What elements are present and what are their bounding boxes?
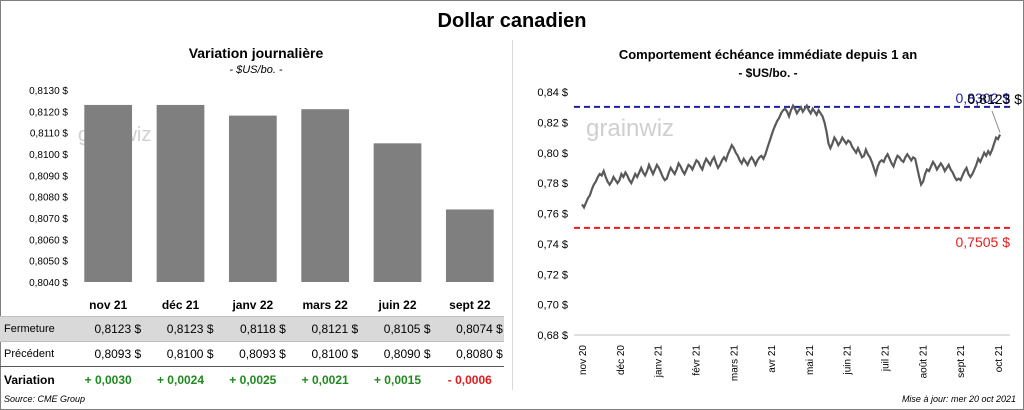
page-title: Dollar canadien bbox=[437, 10, 587, 32]
table-cell: 0,8100 $ bbox=[311, 347, 359, 361]
y-tick-label: 0,8120 $ bbox=[29, 107, 68, 118]
table-cell: 0,8080 $ bbox=[456, 347, 503, 361]
bar bbox=[301, 109, 350, 282]
x-tick-label: déc 21 bbox=[162, 298, 200, 312]
line-chart: grainwiz 0,68 $ 0,70 $ 0,72 $ 0,74 $ 0,76 $ 0,… bbox=[537, 87, 1023, 382]
table-row-precedent: Précédent 0,8093 $ 0,8100 $ 0,8093 $ 0,8100… bbox=[0, 342, 504, 367]
y-tick-label: 0,70 $ bbox=[537, 300, 568, 312]
x-tick-label: sept 22 bbox=[449, 298, 491, 312]
y-tick-label: 0,84 $ bbox=[537, 87, 568, 99]
y-tick-label: 0,82 $ bbox=[537, 117, 568, 129]
bar bbox=[445, 209, 494, 282]
x-tick-label: sept 21 bbox=[956, 345, 967, 378]
table-cell: 0,8105 $ bbox=[383, 322, 431, 336]
x-tick-label: avr 21 bbox=[767, 345, 778, 373]
right-chart-unit: - $US/bo. - bbox=[738, 66, 798, 80]
table-cell: 0,8118 $ bbox=[240, 322, 286, 336]
y-tick-label: 0,8060 $ bbox=[29, 235, 68, 246]
table-cell: + 0,0015 bbox=[373, 373, 422, 387]
x-tick-label: mars 21 bbox=[729, 345, 740, 382]
row-label: Variation bbox=[4, 373, 55, 387]
right-chart-title: Comportement échéance immédiate depuis 1… bbox=[618, 47, 918, 62]
panel-divider bbox=[512, 40, 513, 390]
watermark: grainwiz bbox=[586, 115, 674, 142]
y-tick-label: 0,8080 $ bbox=[29, 193, 68, 204]
update-note: Mise à jour: mer 20 oct 2021 bbox=[901, 394, 1016, 404]
table-cell: 0,8121 $ bbox=[311, 322, 359, 336]
y-tick-label: 0,80 $ bbox=[537, 148, 568, 160]
table-cell: 0,8123 $ bbox=[94, 322, 142, 336]
callout-leader bbox=[991, 110, 1001, 133]
table-cell: + 0,0024 bbox=[156, 373, 205, 387]
x-tick-label: nov 20 bbox=[578, 345, 589, 375]
table-cell: 0,8100 $ bbox=[166, 347, 214, 361]
table-row-variation: Variation + 0,0030 + 0,0024 + 0,0025 + 0,00… bbox=[0, 368, 504, 392]
row-label: Fermeture bbox=[4, 323, 55, 335]
left-chart-unit: - $US/bo. - bbox=[229, 64, 283, 76]
last-value-label: 0,8123 $ bbox=[968, 91, 1023, 107]
y-tick-label: 0,72 $ bbox=[537, 269, 568, 281]
table-cell: - 0,0006 bbox=[447, 373, 492, 387]
table-cell: + 0,0021 bbox=[301, 373, 349, 387]
bar bbox=[84, 104, 133, 282]
table-row-fermeture: Fermeture 0,8123 $ 0,8123 $ 0,8118 $ 0,8121… bbox=[0, 316, 504, 342]
bar bbox=[156, 104, 205, 282]
y-tick-label: 0,8090 $ bbox=[29, 171, 68, 182]
row-label: Précédent bbox=[4, 348, 55, 360]
y-tick-label: 0,78 $ bbox=[537, 178, 568, 190]
x-tick-label: janv 21 bbox=[654, 345, 665, 379]
y-tick-label: 0,8050 $ bbox=[29, 257, 68, 268]
bar bbox=[228, 115, 277, 282]
x-tick-label: mars 22 bbox=[302, 298, 348, 312]
price-series-line bbox=[581, 103, 1002, 210]
y-tick-label: 0,76 $ bbox=[537, 209, 568, 221]
reference-line-label: 0,7505 $ bbox=[956, 234, 1011, 250]
y-tick-label: 0,8040 $ bbox=[29, 278, 68, 289]
table-cell: 0,8090 $ bbox=[383, 347, 431, 361]
y-tick-label: 0,8100 $ bbox=[29, 150, 68, 161]
table-cell: + 0,0025 bbox=[229, 373, 277, 387]
y-tick-label: 0,8070 $ bbox=[29, 214, 68, 225]
x-tick-label: janv 22 bbox=[231, 298, 273, 312]
x-tick-label: juin 21 bbox=[843, 345, 854, 376]
y-tick-label: 0,74 $ bbox=[537, 239, 568, 251]
reference-line-label: 0,8302 $ bbox=[956, 90, 1011, 106]
table-cell: 0,8093 $ bbox=[239, 347, 286, 361]
bar bbox=[373, 143, 422, 282]
x-tick-label: mai 21 bbox=[805, 345, 816, 375]
source-note: Source: CME Group bbox=[4, 394, 86, 404]
x-tick-label: juil 21 bbox=[881, 345, 892, 373]
x-tick-label: oct 21 bbox=[994, 345, 1005, 373]
left-chart-title: Variation journalière bbox=[188, 45, 324, 61]
table-cell: 0,8074 $ bbox=[456, 322, 503, 336]
x-tick-label: déc 20 bbox=[616, 345, 627, 375]
x-tick-label: août 21 bbox=[918, 345, 929, 379]
table-cell: 0,8123 $ bbox=[166, 322, 214, 336]
x-tick-label: févr 21 bbox=[691, 345, 702, 376]
x-tick-label: juin 22 bbox=[377, 298, 416, 312]
table-cell: + 0,0030 bbox=[84, 373, 132, 387]
y-tick-label: 0,8130 $ bbox=[29, 86, 68, 97]
table-cell: 0,8093 $ bbox=[94, 347, 142, 361]
y-tick-label: 0,8110 $ bbox=[30, 129, 69, 140]
x-tick-label: nov 21 bbox=[89, 298, 127, 312]
y-tick-label: 0,68 $ bbox=[537, 330, 568, 342]
